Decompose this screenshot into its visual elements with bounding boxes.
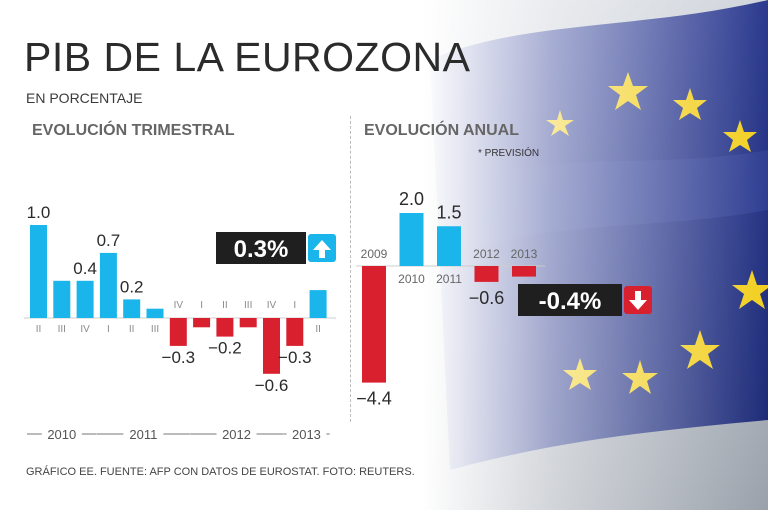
annual-bar	[362, 266, 386, 383]
annual-year-label: 2010	[398, 272, 425, 286]
annual-value-label: 2.0	[399, 189, 424, 209]
source-credit: GRÁFICO EE. FUENTE: AFP CON DATOS DE EUR…	[26, 466, 415, 478]
quarterly-latest-badge	[216, 232, 306, 264]
quarter-tick-label: II	[129, 324, 135, 335]
annual-year-label: 2011	[436, 272, 462, 286]
page-subtitle: EN PORCENTAJE	[26, 90, 143, 106]
arrow-down-icon	[629, 291, 647, 310]
annual-year-label: 2009	[361, 247, 388, 261]
annual-bar	[512, 266, 536, 277]
quarterly-section-title: EVOLUCIÓN TRIMESTRAL	[32, 122, 235, 139]
quarter-tick-label: II	[222, 300, 228, 311]
year-group-label: 2013	[292, 427, 321, 442]
year-group-label: 2012	[222, 427, 251, 442]
quarterly-value-label: −0.3	[162, 348, 196, 367]
quarterly-value-label: −0.3	[278, 348, 312, 367]
quarter-tick-label: I	[293, 300, 296, 311]
quarterly-value-label: 1.0	[27, 203, 51, 222]
quarterly-latest-value: 0.3%	[234, 236, 289, 263]
quarter-tick-label: IV	[267, 300, 277, 311]
annual-year-label: 2012	[473, 247, 500, 261]
quarterly-value-label: 0.2	[120, 277, 144, 296]
page-title: PIB DE LA EUROZONA	[24, 34, 471, 80]
quarterly-bar	[286, 318, 304, 346]
quarterly-value-label: −0.2	[208, 339, 242, 358]
section-divider	[350, 116, 351, 422]
quarterly-bar	[239, 318, 257, 328]
annual-section-title: EVOLUCIÓN ANUAL	[364, 122, 519, 139]
quarterly-bar	[193, 318, 211, 328]
quarterly-bar	[99, 252, 117, 318]
quarterly-value-label: 0.7	[97, 231, 121, 250]
quarterly-bar	[76, 280, 94, 318]
quarter-tick-label: III	[151, 324, 159, 335]
annual-bar	[399, 213, 424, 266]
annual-forecast-badge	[518, 284, 622, 316]
quarterly-bar	[309, 290, 327, 318]
quarterly-bar	[53, 280, 71, 318]
quarterly-bar	[263, 318, 280, 374]
quarterly-bar	[216, 318, 234, 337]
quarter-tick-label: III	[244, 300, 252, 311]
annual-bar	[437, 226, 461, 266]
annual-bar	[474, 266, 499, 282]
forecast-note: * PREVISIÓN	[478, 148, 540, 159]
annual-year-label: 2013	[511, 247, 538, 261]
quarterly-bar	[123, 299, 141, 318]
quarter-tick-label: II	[315, 324, 321, 335]
quarter-tick-label: I	[200, 300, 203, 311]
arrow-up-icon	[313, 240, 331, 258]
year-group-label: 2011	[129, 427, 157, 442]
quarterly-value-label: −0.6	[255, 376, 289, 395]
quarter-tick-label: II	[36, 324, 42, 335]
quarterly-bar	[169, 318, 187, 346]
quarterly-value-label: 0.4	[73, 259, 97, 278]
year-group-label: 2010	[47, 427, 76, 442]
quarter-tick-label: IV	[80, 324, 90, 335]
quarterly-bar	[146, 308, 164, 318]
quarter-tick-label: III	[58, 324, 66, 335]
annual-value-label: −0.6	[469, 288, 505, 308]
quarter-tick-label: IV	[174, 300, 184, 311]
quarter-tick-label: I	[107, 324, 110, 335]
annual-value-label: −4.4	[356, 389, 392, 409]
annual-forecast-value: -0.4%	[539, 288, 602, 315]
annual-value-label: 1.5	[436, 202, 461, 222]
quarterly-bar	[30, 225, 47, 318]
